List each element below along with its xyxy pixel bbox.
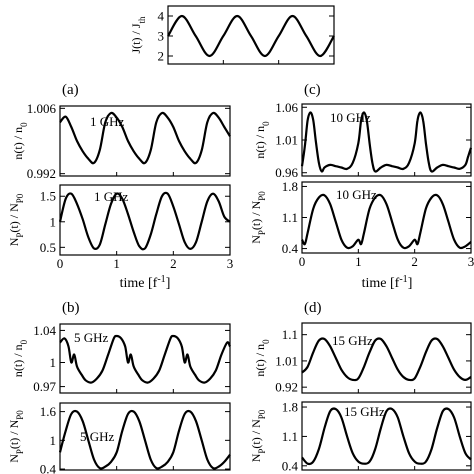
d-carriers-ytick-label: 1.1	[282, 327, 298, 342]
b-photons-xtick-label: 1	[113, 471, 120, 474]
d-photons-xtick-label: 0	[299, 471, 306, 474]
b-photons-xtick-label: 2	[170, 471, 177, 474]
time-axis-label-right: time [f-1]	[362, 274, 413, 291]
b-photons-ytick-label: 0.4	[40, 462, 57, 474]
b-photons-ylabel: NP(t) / NP0	[7, 410, 25, 463]
a-photons-xtick-label: 1	[113, 256, 120, 271]
a-carriers-ylabel: n(t) / n0	[11, 122, 29, 160]
time-label-exp: -1	[157, 274, 165, 285]
b-carriers-ytick-label: 1.04	[33, 323, 56, 338]
c-carriers-series-line	[300, 111, 473, 173]
drive-series-line	[167, 14, 335, 58]
c-carriers-ytick-label: 1.01	[275, 133, 298, 148]
drive-ytick-label: 3	[158, 29, 165, 44]
c-photons-ytick-label: 0.4	[282, 241, 299, 256]
a-photons-ytick-label: 1.5	[40, 189, 56, 204]
time-label-main: time [f	[362, 276, 400, 291]
a-photons-ylabel: NP(t) / NP0	[7, 193, 25, 246]
b-carriers-annotation: 5 GHz	[74, 330, 109, 345]
b-carriers-frame	[59, 323, 231, 394]
b-photons-series-line	[58, 409, 231, 470]
d-photons-ytick-label: 1.8	[282, 400, 298, 415]
d-photons-xtick-label: 2	[411, 471, 418, 474]
c-photons-xtick-label: 0	[299, 254, 306, 269]
time-label-main: time [f	[120, 276, 158, 291]
c-carriers-ylabel: n(t) / n0	[253, 121, 271, 159]
time-label-close: ]	[408, 276, 413, 291]
b-carriers-series-line	[59, 334, 231, 384]
c-photons-annotation: 10 GHz	[336, 187, 377, 202]
a-photons-xtick-label: 0	[57, 256, 64, 271]
b-photons-xtick-label: 3	[227, 471, 234, 474]
c-carriers-ytick-label: 0.96	[275, 165, 298, 180]
b-carriers-ytick-label: 0.97	[33, 379, 56, 394]
drive-ytick-label: 4	[158, 9, 165, 24]
a-photons-series-line	[58, 191, 231, 251]
c-photons-ylabel: NP(t) / NP0	[249, 191, 267, 244]
d-carriers-ytick-label: 1.01	[275, 353, 298, 368]
d-photons-ytick-label: 1.1	[282, 429, 298, 444]
a-photons-ytick-label: 0.5	[40, 240, 56, 255]
panel-label-a: (a)	[62, 82, 79, 98]
b-photons-ytick-label: 1	[50, 433, 57, 448]
drive-ytick-label: 2	[158, 49, 165, 64]
c-photons-xtick-label: 2	[411, 254, 418, 269]
b-carriers-ytick-label: 1	[50, 355, 57, 370]
c-photons-ytick-label: 1.1	[282, 210, 298, 225]
drive-ylabel: J(t) / Jth	[129, 16, 147, 54]
d-photons-xtick-label: 3	[468, 471, 474, 474]
b-photons-xtick-label: 0	[57, 471, 64, 474]
c-photons-xtick-label: 3	[468, 254, 474, 269]
d-carriers-annotation: 15 GHz	[332, 333, 373, 348]
a-photons-frame	[59, 184, 231, 256]
c-photons-xtick-label: 1	[355, 254, 362, 269]
a-photons-ytick-label: 1	[50, 214, 57, 229]
d-carriers-ylabel: n(t) / n0	[253, 339, 271, 377]
panel-label-d: (d)	[304, 300, 322, 316]
c-photons-frame	[301, 181, 472, 254]
time-axis-label-left: time [f-1]	[120, 274, 171, 291]
d-carriers-ytick-label: 0.92	[275, 380, 298, 395]
a-carriers-frame	[59, 105, 231, 177]
a-photons-xtick-label: 3	[227, 256, 234, 271]
c-photons-ytick-label: 1.8	[282, 179, 298, 194]
time-label-close: ]	[166, 276, 171, 291]
time-label-exp: -1	[399, 274, 407, 285]
b-photons-frame	[59, 402, 231, 471]
a-photons-annotation: 1 GHz	[94, 189, 129, 204]
panel-label-c: (c)	[304, 82, 321, 98]
d-photons-ylabel: NP(t) / NP0	[249, 409, 267, 462]
a-photons-xtick-label: 2	[170, 256, 177, 271]
d-photons-xtick-label: 1	[355, 471, 362, 474]
d-photons-ytick-label: 0.4	[282, 458, 299, 473]
b-photons-ytick-label: 1.6	[40, 404, 57, 419]
a-carriers-ytick-label: 0.992	[27, 166, 56, 181]
panel-label-b: (b)	[62, 300, 80, 316]
d-photons-annotation: 15 GHz	[344, 404, 385, 419]
b-carriers-ylabel: n(t) / n0	[11, 339, 29, 377]
a-carriers-ytick-label: 1.006	[27, 101, 57, 116]
d-carriers-series-line	[301, 337, 472, 382]
d-carriers-frame	[301, 322, 472, 394]
c-photons-series-line	[301, 193, 472, 250]
d-photons-series-line	[301, 407, 472, 466]
a-carriers-series-line	[59, 111, 231, 165]
c-carriers-ytick-label: 1.06	[275, 100, 298, 115]
